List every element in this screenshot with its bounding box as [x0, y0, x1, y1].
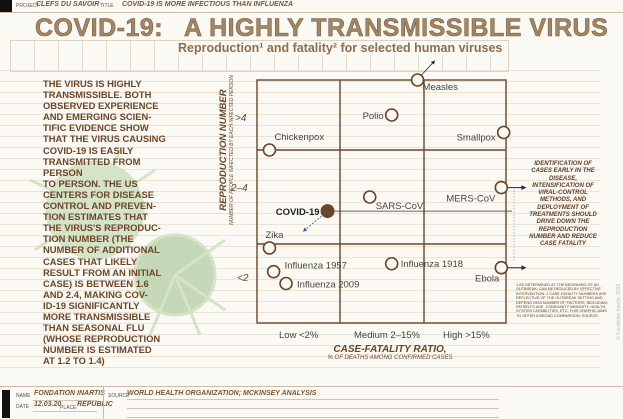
point-label: Chickenpox [274, 132, 324, 143]
project-value: CLEFS DU SAVOIR [36, 1, 100, 8]
body-text-line: THAT THE VIRUS CAUSING [43, 133, 166, 145]
y-tick-high: >4 [235, 113, 247, 124]
point-smallpox [496, 125, 511, 140]
x-axis-subtitle: % OF DEATHS AMONG CONFIRMED CASES [327, 355, 453, 361]
side-note: IDENTIFICATION OF CASES EARLY IN THE DIS… [529, 161, 597, 248]
point-label: Polio [363, 111, 384, 122]
project-label: PROJECT [16, 3, 40, 9]
body-text-line: ID-19 SIGNIFICANTLY [43, 299, 140, 311]
body-text-line: TRANSMISSIBLE. BOTH [43, 89, 152, 101]
body-text-line: AND EMERGING SCIEN- [43, 111, 152, 123]
body-text-line: MORE TRANSMISSIBLE [43, 310, 151, 322]
point-label: COVID-19 [276, 207, 320, 218]
body-text-line: TO PERSON. THE US [43, 177, 138, 189]
point-label: Influenza 2009 [297, 280, 359, 291]
x-axis-title: CASE-FATALITY RATIO, [333, 344, 447, 355]
footnote: 1 AS DETERMINED AT THE BEGINNING OF AN O… [516, 283, 608, 318]
point-influenza-2009 [279, 276, 293, 291]
body-text-line: AND 2.4, MAKING COV- [43, 288, 148, 300]
body-text-line: TIFIC EVIDENCE SHOW [43, 122, 149, 134]
body-text-line: NUMBER OF ADDITIONAL [43, 244, 160, 256]
x-tick-high: High >15% [443, 330, 490, 341]
source-label: SOURCE [108, 393, 130, 399]
body-text-line: CASES THAT LIKELY [43, 255, 138, 267]
name-label: NAME [16, 393, 31, 399]
header-bar: PROJECT CLEFS DU SAVOIR TITLE COVID-19 I… [0, 0, 623, 13]
body-text-line: AT 1.2 TO 1.4) [43, 355, 105, 367]
plot-frame [256, 79, 507, 324]
point-ebola [494, 260, 509, 275]
title-label: TITLE [100, 3, 114, 9]
point-influenza-1918 [384, 256, 399, 271]
date-label: DATE [16, 404, 29, 410]
body-text-line: TRANSMITTED FROM [43, 155, 141, 167]
x-axis-label: CASE-FATALITY RATIO, % OF DEATHS AMONG C… [320, 344, 460, 361]
body-text-line: PERSON [43, 166, 83, 178]
point-label: Ebola [475, 274, 500, 285]
y-tick-low: <2 [237, 273, 249, 284]
body-text-line: THE VIRUS'S REPRODUC- [43, 222, 161, 234]
headline-part2: A HIGHLY TRANSMISSIBLE VIRUS [184, 14, 609, 43]
point-influenza-1957 [266, 264, 281, 279]
point-sars-cov [362, 190, 377, 204]
covid-trend-arrow [302, 215, 322, 232]
body-text-line: THAN SEASONAL FLU [43, 322, 145, 334]
name-value: FONDATION INARTIS [34, 390, 105, 397]
body-text-line: (WHOSE REPRODUCTION [43, 333, 161, 345]
y-tick-mid: 2–4 [231, 183, 248, 194]
headline-part1: COVID-19: [35, 14, 164, 43]
x-tick-medium: Medium 2–15% [354, 330, 421, 341]
point-mers-cov [494, 180, 509, 195]
point-label: Zika [265, 230, 284, 241]
body-text-line: TION NUMBER (THE [43, 233, 134, 245]
date-value: 12.03.20 [34, 401, 62, 408]
point-measles [410, 73, 425, 87]
point-chickenpox [262, 143, 277, 157]
place-value: REPUBLIC [77, 401, 113, 408]
body-text-line: CASE) IS BETWEEN 1.6 [43, 277, 149, 289]
body-text-line: RESULT FROM AN INITIAL [43, 266, 162, 278]
place-label: PLACE [60, 405, 77, 411]
x-tick-low: Low <2% [279, 330, 319, 341]
body-text-line: CENTERS FOR DISEASE [43, 188, 154, 200]
header-block [0, 0, 12, 12]
point-covid-19 [320, 204, 335, 219]
body-text-line: OBSERVED EXPERIENCE [43, 100, 159, 112]
point-zika [262, 241, 277, 255]
point-label: Measles [423, 82, 459, 93]
body-text-line: COVID-19 IS EASILY [43, 144, 134, 156]
virus-illustration-icon [29, 149, 226, 336]
point-label: MERS-CoV [446, 194, 496, 205]
body-text-line: CONTROL AND PREVEN- [43, 200, 157, 212]
body-text-line: NUMBER IS ESTIMATED [43, 344, 152, 356]
point-label: SARS-CoV [376, 201, 424, 212]
subtitle: Reproduction¹ and fatality² for selected… [176, 41, 505, 55]
footer-block [2, 390, 10, 418]
title-value: COVID-19 IS MORE INFECTIOUS THAN INFLUEN… [122, 1, 294, 8]
body-text-line: TION ESTIMATES THAT [43, 211, 148, 223]
source-value: WORLD HEALTH ORGANIZATION; MCKINSEY ANAL… [127, 390, 317, 397]
point-label: Influenza 1918 [401, 259, 463, 270]
point-label: Smallpox [457, 133, 496, 144]
point-polio [384, 108, 399, 122]
point-label: Influenza 1957 [285, 261, 347, 272]
body-text: THE VIRUS IS HIGHLY TRANSMISSIBLE. BOTH OB… [43, 78, 183, 366]
body-text-line: THE VIRUS IS HIGHLY [43, 78, 142, 89]
measles-offscale-arrow [420, 60, 436, 77]
